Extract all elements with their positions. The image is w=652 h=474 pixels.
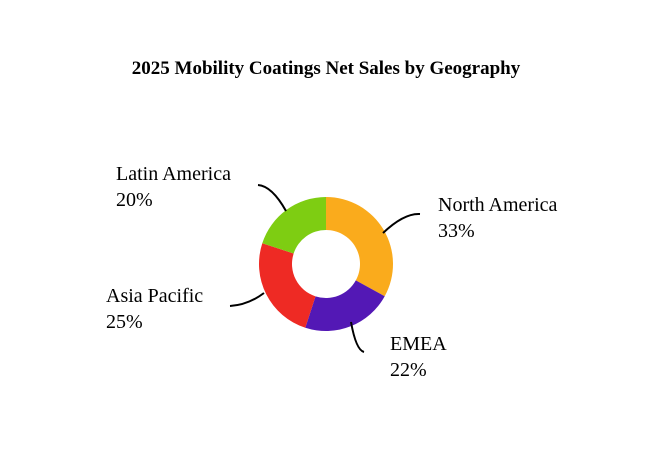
slice-label-emea: EMEA	[390, 333, 447, 355]
slice-north-america	[326, 197, 393, 297]
slice-percent-asia-pacific: 25%	[106, 311, 143, 333]
slice-label-asia-pacific: Asia Pacific	[106, 285, 203, 307]
leader-line-latin-america	[257, 184, 287, 212]
slice-asia-pacific	[259, 243, 316, 328]
slice-percent-latin-america: 20%	[116, 189, 153, 211]
chart-title: 2025 Mobility Coatings Net Sales by Geog…	[131, 58, 521, 79]
slice-latin-america	[262, 197, 326, 254]
slice-label-latin-america: Latin America	[116, 163, 231, 185]
leader-line-emea	[350, 321, 365, 353]
slice-percent-emea: 22%	[390, 359, 427, 381]
leader-line-north-america	[382, 212, 421, 234]
slice-label-north-america: North America	[438, 194, 558, 216]
slice-percent-north-america: 33%	[438, 220, 475, 242]
slice-emea	[305, 280, 385, 331]
leader-line-asia-pacific	[229, 292, 265, 307]
